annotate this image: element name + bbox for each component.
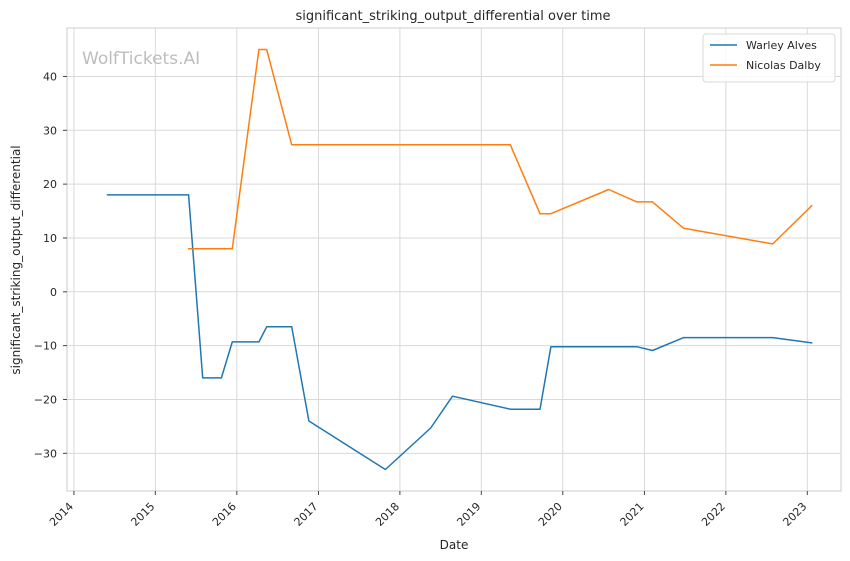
x-tick-label: 2015 — [128, 500, 157, 529]
x-tick-label: 2018 — [373, 500, 402, 529]
y-tick-label: −20 — [34, 393, 57, 406]
x-tick-label: 2019 — [454, 500, 483, 529]
legend-label-warley-alves: Warley Alves — [746, 39, 817, 52]
watermark: WolfTickets.AI — [82, 49, 200, 69]
y-tick-label: −30 — [34, 447, 57, 460]
series-layer — [106, 48, 813, 471]
y-tick-label: 20 — [43, 178, 57, 191]
y-tick-label: 10 — [43, 232, 57, 245]
x-tick-label: 2014 — [47, 500, 76, 529]
x-tick-label: 2022 — [699, 500, 728, 529]
x-tick-label: 2023 — [780, 500, 809, 529]
legend-box — [702, 33, 836, 83]
series-line-nicolas-dalby — [187, 48, 813, 250]
series-line-warley-alves — [106, 194, 813, 471]
grid-layer — [67, 28, 841, 491]
y-tick-label: 40 — [43, 70, 57, 83]
x-tick-label: 2021 — [618, 500, 647, 529]
legend-label-nicolas-dalby: Nicolas Dalby — [746, 59, 821, 72]
legend: Warley Alves Nicolas Dalby — [702, 33, 836, 83]
x-axis-ticks: 2014 2015 2016 2017 2018 2019 2020 2021 2022 2023 — [47, 491, 809, 529]
y-tick-label: 30 — [43, 124, 57, 137]
y-tick-label: −10 — [34, 340, 57, 353]
y-axis-ticks: −30 −20 −10 0 10 20 30 40 — [34, 70, 67, 460]
plot-area — [66, 27, 842, 492]
y-tick-label: 0 — [50, 286, 57, 299]
x-tick-label: 2017 — [292, 500, 321, 529]
x-axis-label: Date — [440, 538, 469, 552]
y-axis-label: significant_striking_output_differential — [9, 145, 23, 374]
chart-title: significant_striking_output_differential… — [296, 9, 611, 24]
x-tick-label: 2016 — [210, 500, 239, 529]
x-tick-label: 2020 — [536, 500, 565, 529]
